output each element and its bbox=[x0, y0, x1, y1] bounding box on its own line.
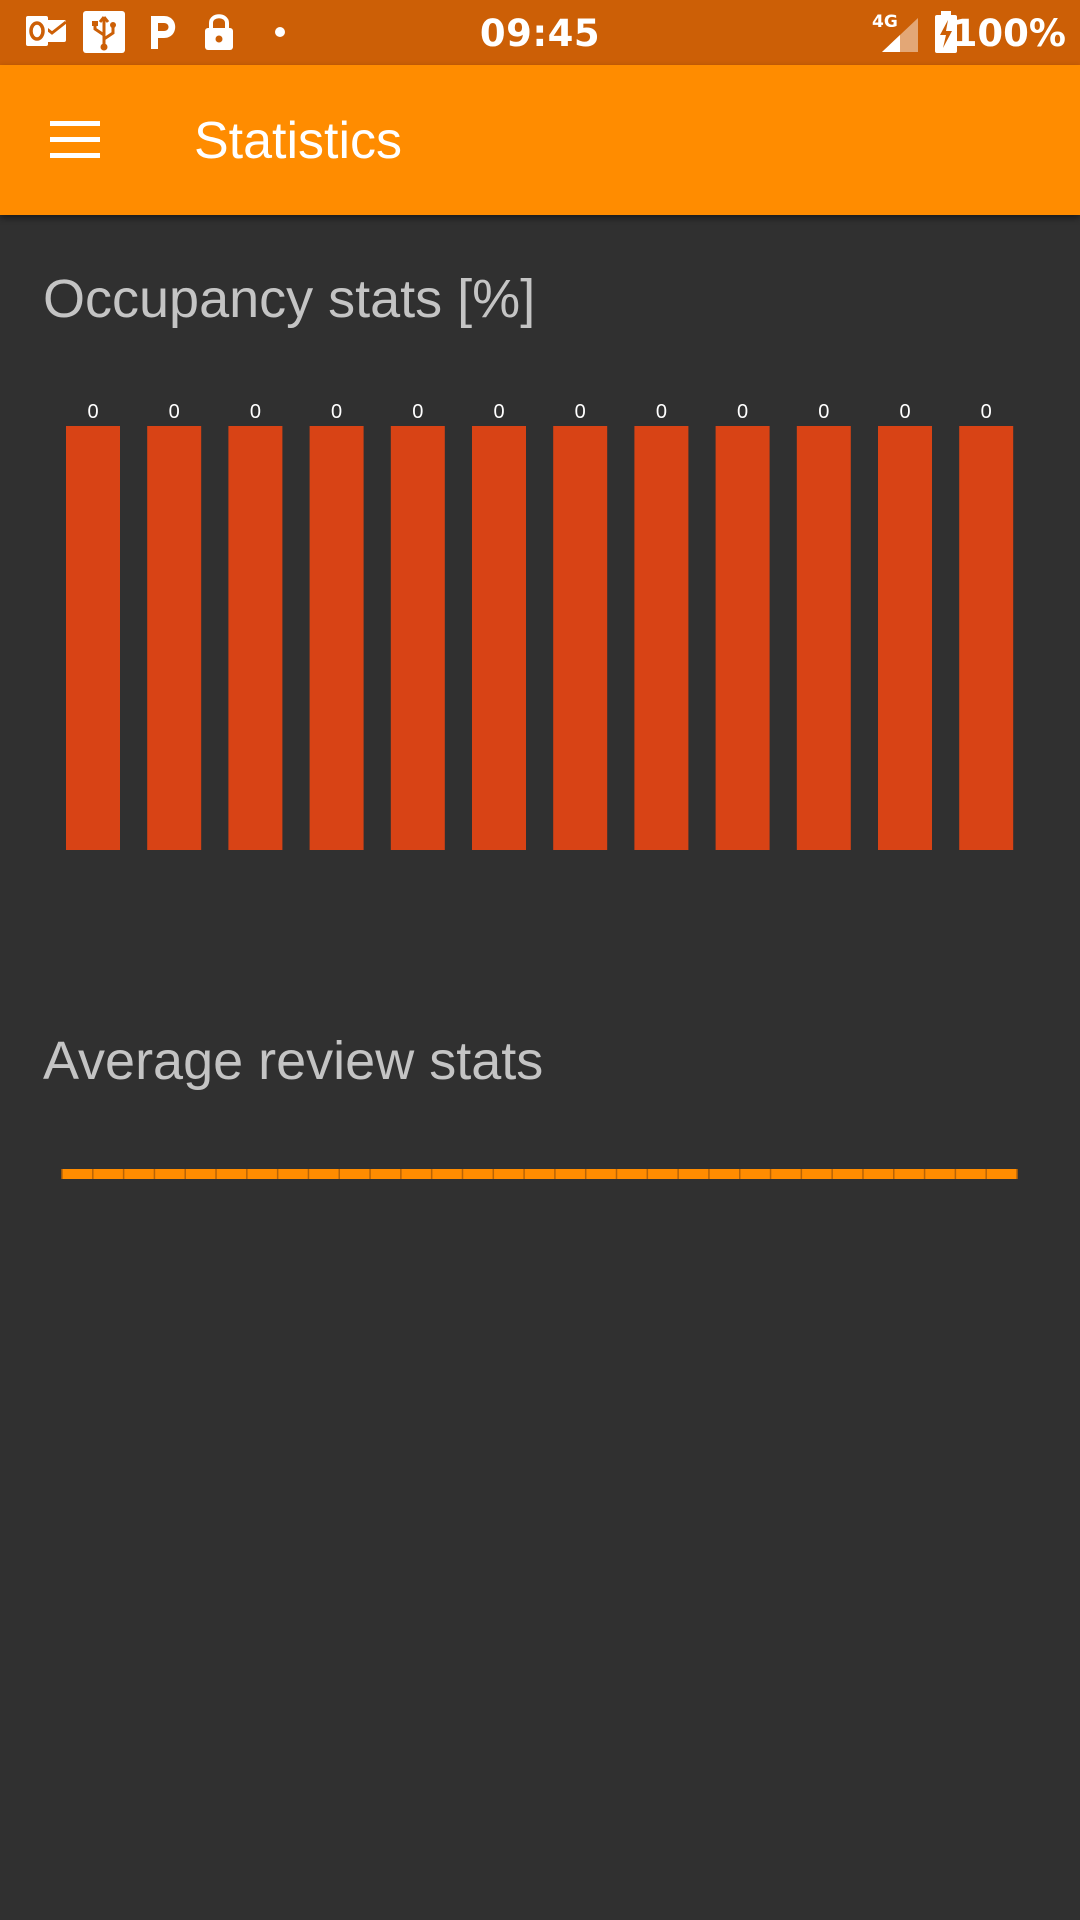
average-review-stats-title: Average review stats bbox=[43, 1031, 544, 1091]
occupancy-bar bbox=[634, 426, 689, 850]
clock: 09:45 bbox=[479, 12, 601, 55]
bar-value-label: 0 bbox=[412, 401, 423, 423]
occupancy-bar bbox=[715, 426, 770, 850]
bar-value-label: 0 bbox=[331, 401, 342, 423]
app-bar: Statistics bbox=[0, 65, 1080, 215]
bar-value-label: 0 bbox=[169, 401, 180, 423]
signal-icon bbox=[882, 18, 918, 52]
parking-icon bbox=[151, 16, 176, 49]
occupancy-bar bbox=[796, 426, 851, 850]
occupancy-bar bbox=[228, 426, 283, 850]
bar-value-label: 0 bbox=[493, 401, 504, 423]
average-review-line-chart bbox=[61, 1169, 1018, 1179]
bar-value-label: 0 bbox=[818, 401, 829, 423]
occupancy-bar bbox=[553, 426, 608, 850]
occupancy-bar bbox=[147, 426, 202, 850]
battery-percentage: 100% bbox=[951, 12, 1066, 55]
usb-icon bbox=[83, 11, 125, 53]
bar-value-label: 0 bbox=[656, 401, 667, 423]
occupancy-bar bbox=[878, 426, 932, 850]
network-type-label: 4G bbox=[872, 12, 898, 32]
status-bar: 09:45 4G 100% bbox=[0, 0, 1080, 65]
bar-value-label: 0 bbox=[575, 401, 586, 423]
battery-charging-icon bbox=[935, 11, 957, 53]
dot-icon bbox=[275, 27, 285, 37]
occupancy-bar bbox=[309, 426, 364, 850]
occupancy-bar bbox=[66, 426, 120, 850]
bar-value-label: 0 bbox=[899, 401, 910, 423]
occupancy-stats-title: Occupancy stats [%] bbox=[43, 269, 536, 329]
menu-icon[interactable] bbox=[50, 121, 100, 159]
bar-value-label: 0 bbox=[737, 401, 748, 423]
occupancy-bar bbox=[390, 426, 445, 850]
outlook-icon bbox=[26, 16, 67, 46]
bar-value-label: 0 bbox=[981, 401, 992, 423]
bar-value-label: 0 bbox=[87, 401, 98, 423]
page-title: Statistics bbox=[194, 112, 403, 170]
bar-value-label: 0 bbox=[250, 401, 261, 423]
occupancy-bar bbox=[959, 426, 1014, 850]
lock-icon bbox=[205, 14, 233, 50]
occupancy-bar bbox=[472, 426, 526, 850]
occupancy-bar-chart: 0 0 0 0 0 0 0 0 0 0 0 0 bbox=[66, 401, 1014, 850]
